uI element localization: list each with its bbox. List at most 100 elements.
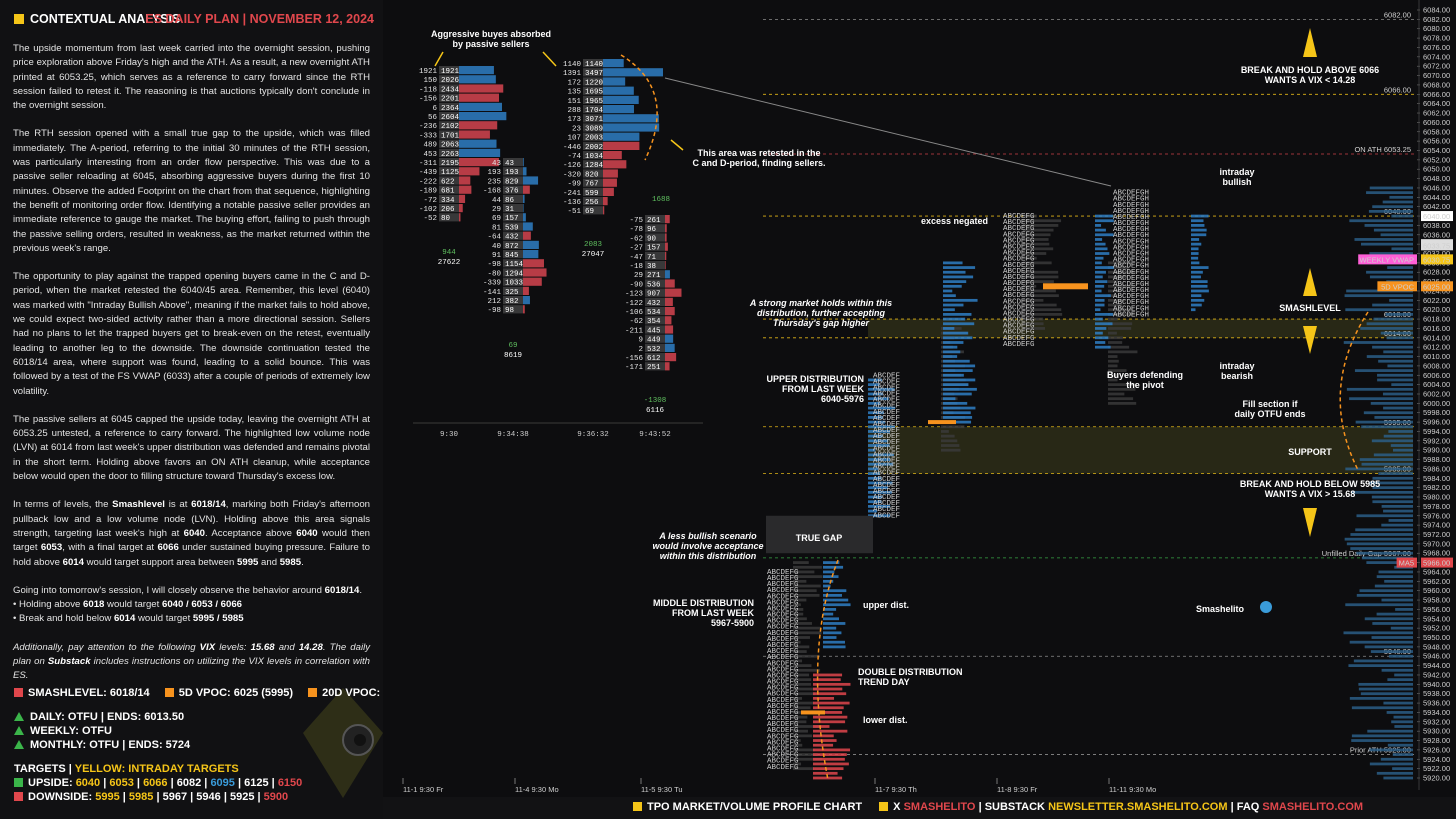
profile-bar (1346, 387, 1413, 391)
vix-note: Additionally, pay attention to the follo… (13, 641, 371, 682)
up-triangle-icon (14, 726, 24, 735)
footprint-volume: 2063 (441, 142, 460, 150)
trend-daily: DAILY: OTFU | ENDS: 6013.50 (14, 710, 374, 724)
profile-bar (868, 458, 891, 461)
profile-bar (1374, 416, 1413, 419)
profile-bar (868, 430, 891, 433)
profile-bar (1095, 247, 1108, 251)
footprint-volume-cell (583, 187, 603, 196)
annotation-double-dist: DOUBLE DISTRIBUTION (858, 667, 963, 677)
profile-bar (1382, 392, 1413, 396)
profile-bar (1360, 242, 1413, 246)
profile-bar (943, 378, 976, 382)
tpo-letters: ABCDEFG (1003, 243, 1035, 251)
support-label: SUPPORT (1288, 447, 1332, 457)
tpo-letters: ABCDEFG (1003, 262, 1035, 270)
y-tick-label: 5924.00 (1423, 755, 1450, 764)
footprint-delta: -52 (423, 215, 437, 223)
footprint-volume-bar (523, 286, 529, 295)
profile-bar (1378, 570, 1413, 574)
panel-header: CONTEXTUAL ANALYSIS ES DAILY PLAN | NOVE… (14, 12, 374, 26)
profile-bar (1371, 439, 1413, 443)
profile-bar (1376, 612, 1413, 616)
tpo-letters: ABCDEFG (767, 660, 799, 668)
footprint-volume: 382 (505, 298, 519, 306)
profile-bar (1095, 298, 1105, 302)
profile-bar (868, 509, 878, 513)
profile-bar (813, 734, 834, 738)
profile-bar (1367, 729, 1413, 733)
profile-bar (793, 598, 807, 602)
footprint-volume: 1695 (585, 89, 604, 97)
profile-bar (793, 725, 822, 728)
profile-bar (793, 748, 815, 752)
profile-bar (868, 387, 895, 391)
footprint-delta: -78 (629, 226, 643, 234)
footprint-volume: 532 (647, 346, 661, 354)
footprint-delta: -72 (423, 197, 437, 205)
footprint-volume-bar (523, 268, 547, 277)
profile-bar (793, 608, 804, 611)
footprint-delta: 91 (492, 252, 502, 260)
tpo-letters: ABCDEFGH (1113, 190, 1149, 198)
profile-bar (1349, 696, 1413, 700)
profile-bar (1023, 214, 1037, 218)
profile-bar (1108, 350, 1138, 354)
footprint-volume-cell (503, 250, 523, 259)
footprint-volume-bar (459, 213, 461, 222)
x-handle-link[interactable]: SMASHELITO (903, 801, 976, 813)
profile-bar (1108, 341, 1123, 344)
annotation-middle-dist: MIDDLE DISTRIBUTION (653, 598, 754, 608)
substack-link[interactable]: NEWSLETTER.SMASHELITO.COM (1048, 801, 1228, 813)
profile-bar (793, 575, 823, 579)
annotation-break-above: BREAK AND HOLD ABOVE 6066 (1241, 65, 1379, 75)
price-tag (1421, 281, 1453, 292)
profile-bar (1108, 387, 1136, 391)
profile-bar (1095, 289, 1102, 293)
profile-bar (1344, 294, 1413, 298)
footprint-volume-bar (665, 279, 675, 288)
footprint-delta: -122 (625, 300, 643, 308)
footprint-volume-bar (459, 167, 480, 176)
profile-bar (1095, 341, 1106, 344)
profile-bar (1191, 238, 1200, 241)
profile-bar (941, 430, 949, 433)
profile-bar (943, 322, 975, 326)
profile-bar (823, 565, 844, 569)
profile-bar (1345, 467, 1413, 471)
x-tick-label: 11-11 9:30 Mo (1109, 785, 1156, 794)
profile-bar (1372, 345, 1413, 349)
footprint-volume-cell (645, 316, 665, 325)
profile-bar (1108, 383, 1137, 387)
footprint-volume: 539 (505, 224, 519, 232)
annotation-intraday-bullish: intraday (1219, 167, 1254, 177)
annotation-arrow (434, 51, 444, 67)
profile-bar (1191, 228, 1207, 232)
profile-bar (1023, 322, 1044, 326)
footprint-volume-cell (583, 206, 603, 215)
profile-bar (868, 514, 891, 518)
profile-bar (1393, 715, 1413, 719)
footprint-delta: 150 (423, 77, 437, 85)
profile-bar (943, 369, 973, 372)
faq-link[interactable]: SMASHELITO.COM (1262, 801, 1364, 813)
header-title: CONTEXTUAL ANALYSIS (30, 12, 181, 26)
y-tick-label: 5954.00 (1423, 614, 1450, 623)
profile-bar (1358, 682, 1413, 686)
footprint-delta: -141 (483, 289, 502, 297)
profile-bar (1023, 298, 1044, 302)
footprint-delta: 453 (423, 151, 437, 159)
tpo-letters: ABCDEFG (1003, 292, 1035, 300)
footprint-volume: 2003 (585, 135, 604, 143)
profile-bar (1095, 275, 1103, 279)
footer-faq-label: | FAQ (1230, 801, 1260, 813)
footprint-delta: -106 (625, 309, 644, 317)
y-tick-label: 5980.00 (1423, 493, 1450, 502)
footprint-delta: -222 (419, 178, 437, 186)
footprint-volume: 1704 (585, 107, 604, 115)
profile-bar (1383, 509, 1413, 513)
footprint-volume: 3089 (585, 125, 603, 133)
tpo-letters: ABCDEFG (767, 593, 799, 601)
footprint-volume-bar (665, 334, 674, 343)
footprint-delta: -333 (419, 132, 438, 140)
